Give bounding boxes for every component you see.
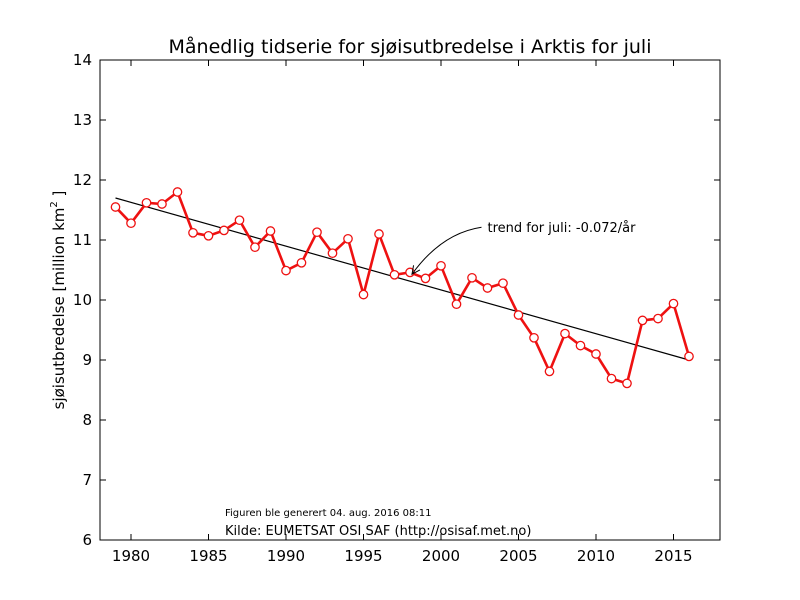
data-point xyxy=(451,299,462,310)
y-tick-label: 7 xyxy=(82,471,92,489)
trend-line xyxy=(115,197,690,361)
y-tick-label: 13 xyxy=(73,111,92,129)
data-point xyxy=(653,313,663,324)
data-point xyxy=(420,273,431,284)
plot-frame xyxy=(99,59,721,541)
data-point xyxy=(389,269,400,280)
data-point xyxy=(622,378,632,389)
data-point xyxy=(312,227,322,238)
data-point xyxy=(575,340,586,351)
footnote-text: Figuren ble generert 04. aug. 2016 08:11 xyxy=(225,508,431,519)
data-point xyxy=(327,248,338,259)
data-point xyxy=(591,349,601,359)
trend-layer xyxy=(115,197,690,361)
data-point xyxy=(126,218,136,229)
x-tick-label: 1995 xyxy=(344,547,382,565)
x-tick-label: 2010 xyxy=(577,547,615,565)
axis-ticks: 1980 1985 1990 1995 2000 2005 2010 2015 6 7 8 9 10 11… xyxy=(73,51,720,565)
data-point xyxy=(560,328,570,339)
data-point xyxy=(343,233,353,244)
data-point xyxy=(234,215,245,226)
data-point xyxy=(637,315,648,326)
data-point xyxy=(498,278,508,289)
data-point xyxy=(684,351,694,362)
data-point xyxy=(467,272,477,283)
data-point xyxy=(374,229,384,239)
data-point xyxy=(172,187,183,197)
trend-annotation-text: trend for juli: -0.072/år xyxy=(488,221,637,236)
annotation-layer: trend for juli: -0.072/år xyxy=(411,221,637,276)
x-tick-label: 1980 xyxy=(112,547,150,565)
data-point xyxy=(358,289,369,300)
annotation-arrow xyxy=(411,226,482,275)
x-tick-label: 1990 xyxy=(267,547,305,565)
data-point xyxy=(141,197,152,208)
data-point xyxy=(544,366,555,377)
data-point xyxy=(281,265,291,276)
y-tick-label: 14 xyxy=(73,51,92,69)
data-point xyxy=(265,226,276,236)
x-tick-label: 2005 xyxy=(499,547,537,565)
y-tick-label: 11 xyxy=(73,231,92,249)
data-point xyxy=(482,283,493,293)
data-point xyxy=(668,298,679,309)
y-tick-label: 9 xyxy=(82,351,92,369)
data-point xyxy=(188,227,198,238)
y-tick-label: 10 xyxy=(73,291,92,309)
data-point xyxy=(296,257,307,268)
y-tick-label: 6 xyxy=(82,531,92,549)
data-point xyxy=(529,332,539,343)
series-layer xyxy=(110,187,694,389)
x-tick-label: 1985 xyxy=(189,547,227,565)
data-point xyxy=(157,199,167,209)
chart-title: Månedlig tidserie for sjøisutbredelse i … xyxy=(169,35,652,58)
y-tick-label: 8 xyxy=(82,411,92,429)
x-tick-label: 2015 xyxy=(654,547,692,565)
data-point xyxy=(436,260,446,271)
y-tick-label: 12 xyxy=(73,171,92,189)
x-tick-label: 2000 xyxy=(422,547,460,565)
annotation-arrowhead xyxy=(411,265,421,276)
data-point xyxy=(110,202,121,212)
data-point xyxy=(513,310,524,320)
data-point xyxy=(606,373,617,384)
data-point xyxy=(219,225,229,236)
data-point xyxy=(203,230,214,241)
y-axis-label: sjøisutbredelse [million km2 ] xyxy=(49,191,68,410)
source-text: Kilde: EUMETSAT OSI SAF (http://osisaf.m… xyxy=(225,524,531,539)
data-point xyxy=(250,242,260,253)
